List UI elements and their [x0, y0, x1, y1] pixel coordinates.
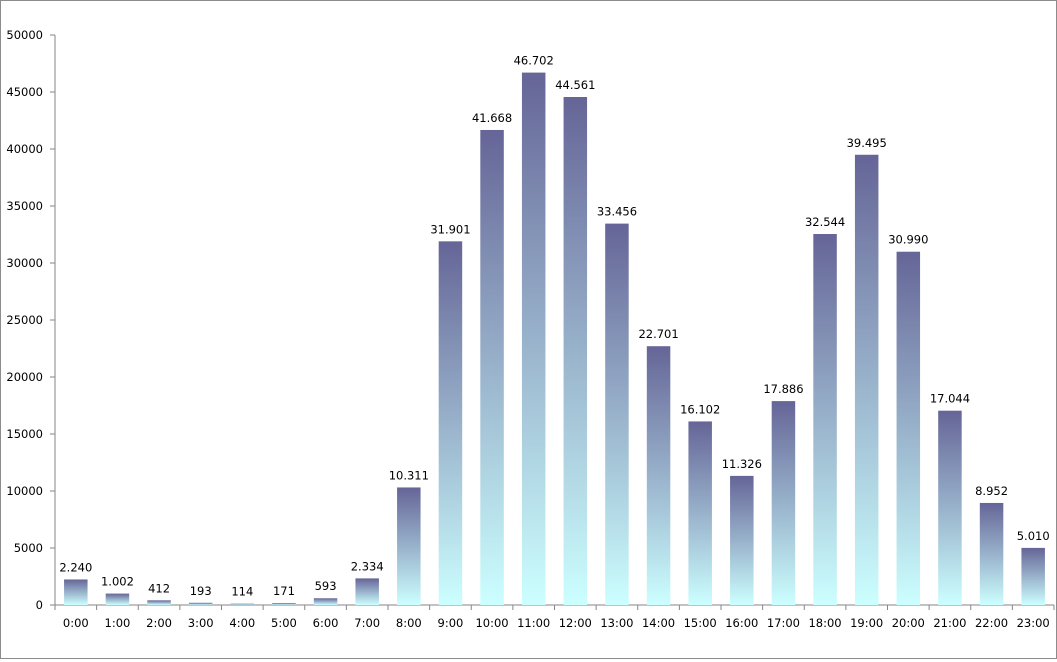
bar — [646, 346, 671, 605]
bar — [813, 233, 837, 605]
bar — [188, 602, 213, 605]
x-tick-label: 12:00 — [559, 616, 592, 630]
bar — [147, 600, 171, 605]
bar — [230, 603, 255, 605]
data-label: 412 — [148, 581, 170, 595]
bar — [979, 502, 1004, 605]
x-tick-label: 20:00 — [892, 616, 925, 630]
x-tick-label: 10:00 — [475, 616, 508, 630]
y-tick-label: 0 — [36, 598, 43, 612]
bar — [896, 251, 921, 606]
x-tick-label: 11:00 — [517, 616, 550, 630]
bar — [688, 421, 712, 605]
data-label: 114 — [231, 585, 253, 599]
y-tick-label: 30000 — [6, 256, 43, 270]
data-labels: 2.240 1.002 412 193 114 171 593 2.334 10.311 31.9… — [59, 54, 1049, 599]
x-tick-label: 7:00 — [354, 616, 380, 630]
data-label: 10.311 — [389, 468, 429, 482]
bar — [105, 593, 130, 605]
data-label: 193 — [190, 584, 212, 598]
x-tick-label: 17:00 — [767, 616, 800, 630]
bar — [397, 487, 421, 605]
y-tick-label: 40000 — [6, 142, 43, 156]
y-tick-label: 35000 — [6, 199, 43, 213]
x-tick-label: 18:00 — [808, 616, 841, 630]
x-tick-label: 13:00 — [600, 616, 633, 630]
data-label: 30.990 — [888, 233, 928, 247]
data-label: 1.002 — [101, 575, 134, 589]
data-label: 16.102 — [680, 402, 720, 416]
data-label: 39.495 — [847, 136, 887, 150]
y-axis: 0 5000 10000 15000 20000 25000 30000 35000 40000… — [6, 28, 56, 612]
data-label: 2.240 — [59, 560, 92, 574]
data-label: 22.701 — [638, 327, 678, 341]
bar — [1021, 547, 1045, 605]
bar — [480, 129, 504, 605]
y-tick-label: 50000 — [6, 28, 43, 42]
data-label: 31.901 — [430, 222, 470, 236]
x-tick-label: 1:00 — [105, 616, 131, 630]
y-tick-label: 10000 — [6, 484, 43, 498]
bar — [355, 578, 379, 605]
bar — [313, 598, 338, 605]
data-label: 44.561 — [555, 78, 595, 92]
data-label: 2.334 — [351, 559, 384, 573]
x-tick-label: 16:00 — [725, 616, 758, 630]
data-label: 46.702 — [514, 54, 554, 68]
bar — [521, 72, 546, 606]
bar — [64, 579, 88, 605]
data-label: 5.010 — [1017, 529, 1050, 543]
bar — [938, 410, 962, 605]
x-tick-label: 15:00 — [684, 616, 717, 630]
bar — [771, 401, 796, 605]
data-label: 8.952 — [975, 484, 1008, 498]
data-label: 17.044 — [930, 392, 970, 406]
bar — [272, 603, 296, 605]
bar-series — [64, 72, 1045, 606]
y-tick-label: 5000 — [14, 541, 43, 555]
data-label: 17.886 — [763, 382, 803, 396]
data-label: 41.668 — [472, 111, 512, 125]
x-tick-label: 3:00 — [188, 616, 214, 630]
x-tick-label: 22:00 — [975, 616, 1008, 630]
y-tick-label: 15000 — [6, 427, 43, 441]
y-tick-label: 45000 — [6, 85, 43, 99]
x-axis: 0:00 1:00 2:00 3:00 4:00 5:00 6:00 7:00 8:00 9:00… — [54, 604, 1055, 630]
x-tick-label: 4:00 — [229, 616, 255, 630]
x-tick-label: 8:00 — [396, 616, 422, 630]
x-tick-label: 14:00 — [642, 616, 675, 630]
x-tick-label: 2:00 — [146, 616, 172, 630]
bar — [854, 154, 879, 605]
data-label: 32.544 — [805, 215, 845, 229]
data-label: 11.326 — [722, 457, 762, 471]
x-tick-label: 9:00 — [438, 616, 464, 630]
x-tick-label: 5:00 — [271, 616, 297, 630]
bar — [563, 97, 588, 605]
x-tick-label: 23:00 — [1017, 616, 1050, 630]
y-tick-label: 25000 — [6, 313, 43, 327]
y-tick-label: 20000 — [6, 370, 43, 384]
data-label: 33.456 — [597, 205, 637, 219]
x-tick-label: 6:00 — [313, 616, 339, 630]
bar — [605, 223, 629, 605]
x-tick-label: 0:00 — [63, 616, 89, 630]
x-tick-label: 21:00 — [933, 616, 966, 630]
data-label: 171 — [273, 584, 295, 598]
x-tick-label: 19:00 — [850, 616, 883, 630]
bar — [438, 241, 463, 605]
data-label: 593 — [315, 579, 337, 593]
bar — [730, 475, 754, 605]
